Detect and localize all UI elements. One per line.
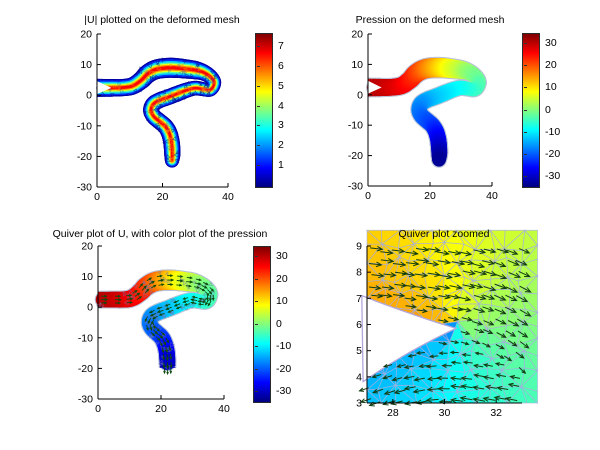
colorbar-tick-label: 0 [545,104,551,116]
title-quiver-zoom: Quiver plot zoomed [398,228,490,240]
colorbar-tick-label: 10 [545,81,557,93]
colorbar-tick-label: 0 [276,318,282,330]
y-tick-label: -10 [348,120,363,132]
y-tick-label: 20 [81,241,93,253]
colorbar-tick-mark [257,86,260,87]
colorbar-tick-mark [255,391,258,392]
y-tick-label: -30 [348,181,363,193]
colorbar-tick-label: -10 [276,340,292,352]
y-tick-label: 9 [356,241,362,253]
colorbar-tick-mark [257,106,260,107]
y-tick-label: 10 [351,59,363,71]
colorbar-tick-label: 5 [278,80,284,92]
axes-pression: 0 20 40 -30 -20 -10 0 10 20 [348,29,498,203]
colorbar-tick-mark [257,145,260,146]
y-tick-label: 0 [86,90,92,102]
colorbar-tick-mark [255,279,258,280]
x-tick-label: 40 [486,190,498,202]
title-pression: Pression on the deformed mesh [355,14,505,26]
x-tick-label: 0 [95,403,101,415]
y-tick-label: -30 [77,182,92,194]
colorbar-tick-label: -30 [276,385,292,397]
title-u-mesh: |U| plotted on the deformed mesh [84,14,240,26]
y-tick-label: 10 [81,271,93,283]
x-tick-label: 20 [157,191,169,203]
y-tick-label: -20 [78,363,93,375]
plot-pression [366,56,487,168]
y-tick-label: 5 [356,345,362,357]
colorbar-tick-mark [255,324,258,325]
colorbar-tick-label: -20 [276,363,292,375]
colorbar-tick-label: 2 [278,139,284,151]
y-tick-label: -20 [77,151,92,163]
zoom-hole-boundary [361,294,458,383]
colorbar-tick-mark [257,165,260,166]
colorbar-tick-mark [524,154,527,155]
y-tick-label: -10 [78,332,93,344]
x-tick-label: 0 [94,191,100,203]
colorbar-tick-mark [524,43,527,44]
colorbar-tick-mark [255,346,258,347]
y-tick-label: 20 [80,29,92,41]
colorbar-tick-mark [257,46,260,47]
colorbar-quiver-pression: -30 -20 -10 0 10 20 30 [253,246,291,403]
plot-u-mesh [95,57,222,168]
y-tick-label: 3 [356,398,362,410]
colorbar-tick-mark [255,256,258,257]
colorbar-tick-label: 3 [278,119,284,131]
colorbar-tick-label: -20 [545,148,561,160]
colorbar-tick-mark [524,132,527,133]
y-tick-label: -10 [77,120,92,132]
y-tick-label: 0 [87,302,93,314]
quiver-zoom-arrows [358,245,532,407]
y-tick-label: -20 [348,150,363,162]
colorbar-tick-label: 20 [545,59,557,71]
colorbar-tick-label: -30 [545,170,561,182]
colorbar-tick-mark [255,369,258,370]
colorbar-tick-label: 20 [276,273,288,285]
colorbar-tick-label: -10 [545,126,561,138]
x-tick-label: 40 [222,191,234,203]
y-tick-label: -30 [78,394,93,406]
colorbar-tick-mark [524,65,527,66]
colorbar-tick-mark [257,125,260,126]
y-tick-label: 10 [80,59,92,71]
title-quiver-pression: Quiver plot of U, with color plot of the… [52,228,268,240]
colorbar-tick-mark [257,66,260,67]
x-tick-label: 20 [155,403,167,415]
colorbar-tick-label: 4 [278,100,284,112]
colorbar-tick-label: 30 [545,37,557,49]
x-tick-label: 40 [218,403,230,415]
x-tick-label: 30 [439,407,451,419]
colorbar-tick-label: 7 [278,40,284,52]
x-tick-label: 20 [424,190,436,202]
colorbar-tick-mark [524,87,527,88]
colorbar-tick-mark [524,110,527,111]
colorbar-u-mesh: 1 2 3 4 5 6 7 [255,33,284,188]
colorbar-pression: -30 -20 -10 0 10 20 30 [522,33,560,188]
colorbar-tick-label: 30 [276,250,288,262]
y-tick-label: 20 [351,29,363,41]
x-tick-label: 32 [490,407,502,419]
colorbar-tick-mark [255,301,258,302]
colorbar-tick-label: 1 [278,159,284,171]
x-tick-label: 0 [365,190,371,202]
y-tick-label: 4 [356,371,362,383]
axes-u-mesh: 0 20 40 -30 -20 -10 0 10 20 [77,29,234,204]
y-tick-label: 0 [357,89,363,101]
axes-quiver-pression: 0 20 40 -30 -20 -10 0 10 20 [78,241,230,416]
colorbar-tick-mark [524,176,527,177]
plot-quiver-pression [94,269,219,372]
y-tick-label: 6 [356,319,362,331]
colorbar-tick-label: 6 [278,60,284,72]
colorbar-tick-label: 10 [276,295,288,307]
y-tick-label: 8 [356,267,362,279]
y-tick-label: 7 [356,293,362,305]
x-tick-label: 28 [387,407,399,419]
quiver-arrows [101,274,215,376]
